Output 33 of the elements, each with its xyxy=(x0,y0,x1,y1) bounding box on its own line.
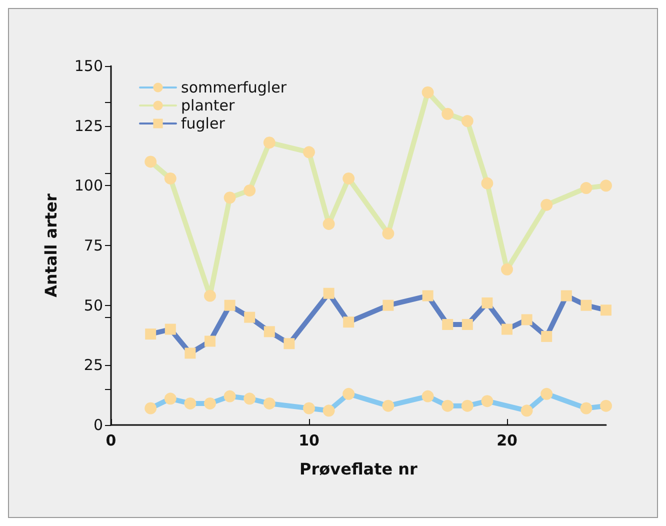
x-tick-label: 20 xyxy=(496,432,518,450)
point xyxy=(580,182,592,194)
y-tick-label: 150 xyxy=(74,57,103,75)
point xyxy=(303,146,315,158)
x-axis-title: Prøveflate nr xyxy=(300,460,418,478)
point xyxy=(501,263,513,276)
legend-label: fugler xyxy=(181,114,226,132)
point xyxy=(224,192,236,204)
y-tick-label: 125 xyxy=(74,116,103,135)
point xyxy=(164,172,176,184)
point xyxy=(144,156,157,168)
x-tick-label: 0 xyxy=(106,432,116,450)
point xyxy=(244,184,256,196)
x-tick-label: 10 xyxy=(298,432,320,450)
point xyxy=(461,115,474,128)
point xyxy=(600,180,612,192)
point xyxy=(540,198,553,211)
point xyxy=(263,136,276,149)
point xyxy=(342,172,355,184)
y-tick-label: 50 xyxy=(84,296,103,314)
y-tick-label: 25 xyxy=(84,356,103,374)
point xyxy=(204,290,216,302)
point xyxy=(481,177,494,190)
point xyxy=(442,108,454,120)
y-tick-label: 0 xyxy=(93,416,103,434)
point xyxy=(422,86,434,98)
point xyxy=(382,228,394,240)
legend-label: planter xyxy=(181,96,236,114)
point xyxy=(322,218,335,230)
legend-label: sommerfugler xyxy=(181,78,288,96)
y-tick-label: 100 xyxy=(74,176,103,195)
y-tick-label: 75 xyxy=(84,236,103,254)
y-axis-title: Antall arter xyxy=(42,193,60,298)
